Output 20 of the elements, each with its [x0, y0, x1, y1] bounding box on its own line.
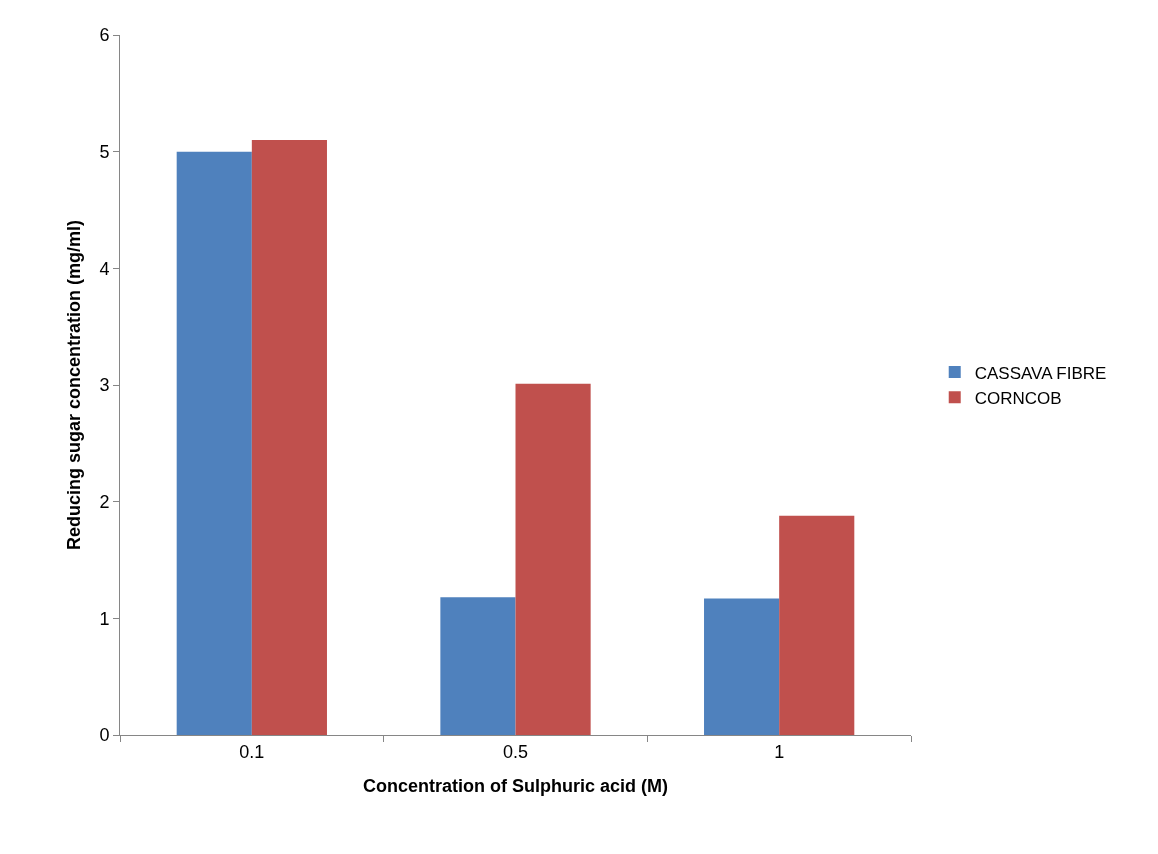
y-tick-label: 3 — [99, 375, 110, 396]
bar — [779, 515, 855, 735]
y-tick-label: 2 — [99, 491, 110, 512]
x-tick-label: 0.5 — [502, 741, 529, 762]
legend-label: CASSAVA FIBRE — [974, 363, 1107, 383]
y-axis-title: Reducing sugar concentration (mg/ml) — [63, 219, 84, 551]
y-tick-label: 1 — [99, 608, 110, 629]
bar — [704, 598, 780, 735]
bar — [251, 140, 327, 735]
legend-label: CORNCOB — [974, 388, 1062, 408]
x-axis-title: Concentration of Sulphuric acid (M) — [363, 775, 668, 796]
x-tick-label: 1 — [774, 741, 785, 762]
bar — [440, 597, 516, 735]
y-tick-label: 5 — [99, 141, 110, 162]
y-tick-label: 0 — [99, 725, 110, 746]
bar — [515, 383, 591, 735]
y-tick-label: 6 — [99, 25, 110, 46]
y-tick-label: 4 — [99, 258, 110, 279]
bar — [176, 151, 252, 735]
x-tick-label: 0.1 — [239, 741, 265, 762]
